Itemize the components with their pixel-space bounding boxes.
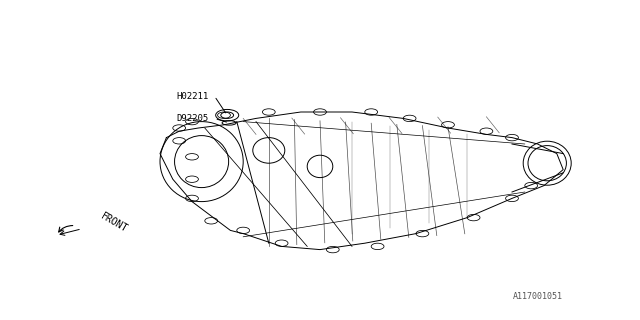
Text: H02211: H02211 <box>176 92 208 100</box>
Text: D92205: D92205 <box>176 114 208 123</box>
Text: FRONT: FRONT <box>99 211 130 234</box>
Text: A117001051: A117001051 <box>513 292 563 301</box>
